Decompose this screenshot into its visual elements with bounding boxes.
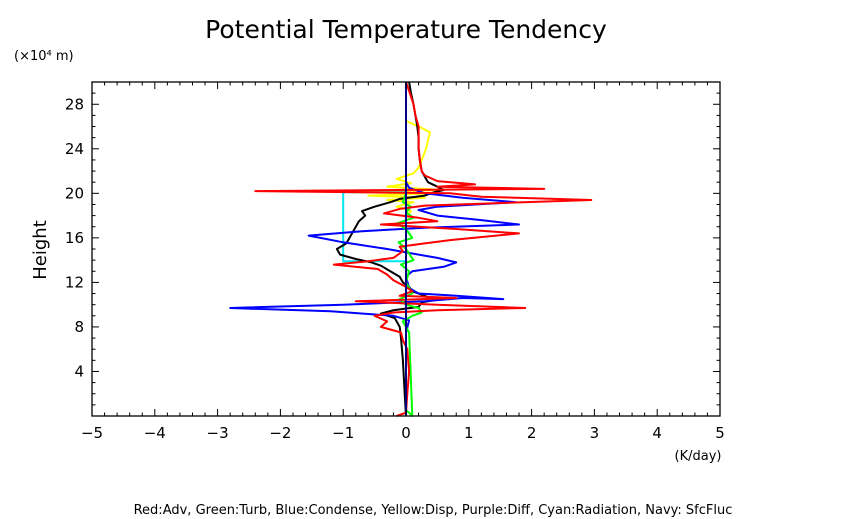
ticks-layer <box>91 82 721 416</box>
y-tick-label: 24 <box>65 140 84 158</box>
x-tick-label: −5 <box>81 424 103 442</box>
x-tick-label: −4 <box>144 424 166 442</box>
chart-title: Potential Temperature Tendency <box>205 15 607 44</box>
y-tick-label: 4 <box>74 362 84 380</box>
x-tick-label: 1 <box>464 424 474 442</box>
x-unit-label: (K/day) <box>675 449 722 464</box>
y-tick-label: 20 <box>65 184 84 202</box>
x-tick-label: 5 <box>715 424 725 442</box>
series-layer <box>229 81 593 417</box>
y-axis-label: Height <box>30 220 51 280</box>
y-tick-label: 12 <box>65 273 84 291</box>
legend-caption: Red:Adv, Green:Turb, Blue:Condense, Yell… <box>134 503 733 518</box>
series-yellow-line <box>351 82 445 416</box>
x-tick-label: −3 <box>207 424 229 442</box>
series-red-line <box>254 81 593 417</box>
y-tick-label: 28 <box>65 95 84 113</box>
series-blue-line <box>229 82 520 416</box>
x-tick-label: 0 <box>401 424 411 442</box>
x-tick-label: 3 <box>590 424 600 442</box>
x-tick-label: −1 <box>332 424 354 442</box>
x-tick-label: 4 <box>652 424 662 442</box>
y-tick-label: 8 <box>74 318 84 336</box>
y-unit-label: (×10⁴ m) <box>14 49 74 64</box>
x-tick-label: −2 <box>269 424 291 442</box>
x-tick-label: 2 <box>527 424 537 442</box>
y-tick-label: 16 <box>65 229 84 247</box>
